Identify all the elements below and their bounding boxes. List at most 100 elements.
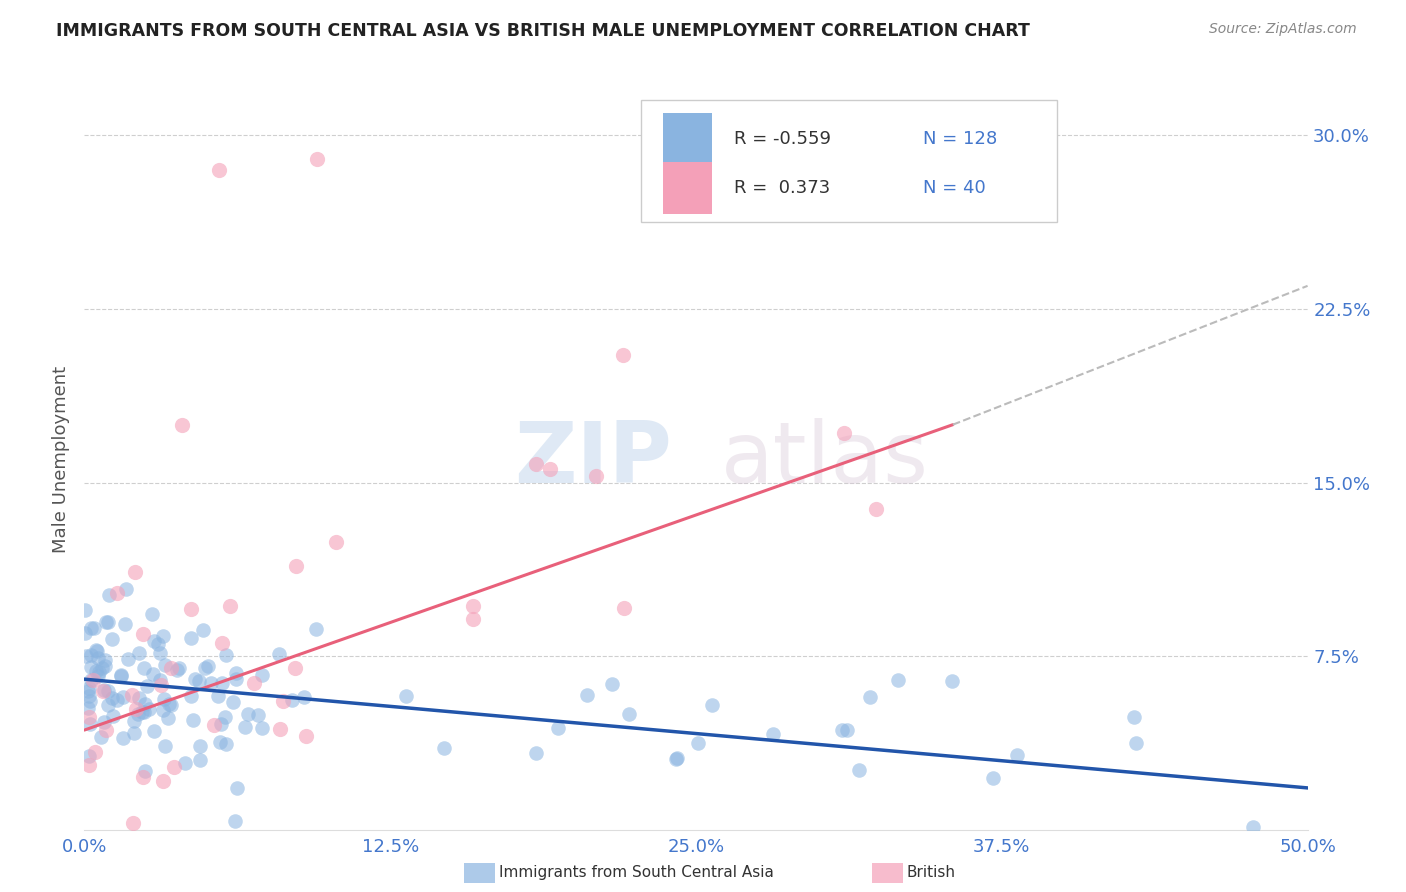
Point bbox=[98, 588, 121, 602]
Point bbox=[585, 469, 607, 483]
Point bbox=[149, 673, 172, 688]
Point bbox=[112, 690, 135, 704]
Point bbox=[141, 607, 163, 622]
Point bbox=[152, 703, 174, 717]
Point bbox=[612, 348, 634, 362]
Point bbox=[167, 661, 190, 675]
Point bbox=[149, 678, 172, 692]
Point bbox=[157, 711, 180, 725]
Point bbox=[159, 661, 181, 675]
Point bbox=[87, 651, 110, 665]
Point bbox=[86, 644, 108, 658]
Point bbox=[105, 693, 128, 707]
Point bbox=[131, 706, 153, 720]
Point bbox=[666, 751, 689, 765]
Point bbox=[121, 688, 143, 702]
Point bbox=[463, 612, 485, 626]
Point bbox=[97, 698, 120, 713]
Point bbox=[79, 717, 101, 731]
Point bbox=[209, 716, 232, 731]
Text: Immigrants from South Central Asia: Immigrants from South Central Asia bbox=[499, 865, 775, 880]
Point bbox=[200, 675, 222, 690]
Point bbox=[105, 586, 128, 600]
Text: British: British bbox=[907, 865, 956, 880]
Point bbox=[77, 690, 100, 704]
Point bbox=[188, 739, 211, 753]
Point bbox=[77, 710, 100, 724]
Point bbox=[225, 672, 247, 686]
Point bbox=[87, 665, 110, 679]
Point bbox=[124, 725, 146, 739]
Point bbox=[163, 760, 186, 774]
Point bbox=[665, 752, 688, 766]
Point bbox=[110, 668, 132, 682]
Point bbox=[86, 669, 108, 683]
Point bbox=[94, 723, 117, 737]
Point bbox=[91, 661, 114, 675]
Point bbox=[82, 673, 104, 687]
Point bbox=[134, 764, 156, 779]
Point bbox=[153, 692, 176, 706]
Point bbox=[172, 417, 194, 432]
Point bbox=[252, 668, 274, 682]
Point bbox=[77, 681, 100, 696]
Point bbox=[273, 694, 295, 708]
Point bbox=[183, 714, 205, 728]
Point bbox=[153, 739, 176, 753]
Point bbox=[617, 707, 640, 722]
Point bbox=[97, 615, 120, 630]
Point bbox=[524, 746, 547, 760]
Text: R = -0.559: R = -0.559 bbox=[734, 130, 831, 148]
Point bbox=[128, 691, 150, 706]
Point bbox=[73, 603, 96, 617]
Point bbox=[79, 621, 101, 635]
Point bbox=[114, 617, 136, 632]
Point bbox=[124, 565, 146, 579]
Point bbox=[93, 683, 115, 698]
Text: atlas: atlas bbox=[720, 417, 928, 501]
Point bbox=[865, 502, 887, 516]
Point bbox=[294, 729, 316, 743]
Point bbox=[80, 660, 103, 674]
Point bbox=[77, 748, 100, 763]
Point bbox=[75, 648, 97, 663]
Point bbox=[142, 666, 165, 681]
Point bbox=[524, 457, 547, 471]
Point bbox=[84, 664, 107, 678]
Point bbox=[547, 721, 569, 735]
Point bbox=[831, 723, 853, 738]
Text: N = 40: N = 40 bbox=[924, 179, 986, 197]
Point bbox=[180, 631, 202, 645]
Point bbox=[233, 720, 256, 734]
Point bbox=[152, 629, 174, 643]
Point bbox=[983, 772, 1005, 786]
Point bbox=[79, 648, 101, 662]
Point bbox=[100, 691, 122, 706]
Point bbox=[193, 623, 215, 637]
Point bbox=[79, 673, 101, 688]
Text: Source: ZipAtlas.com: Source: ZipAtlas.com bbox=[1209, 22, 1357, 37]
Point bbox=[194, 661, 217, 675]
Text: IMMIGRANTS FROM SOUTH CENTRAL ASIA VS BRITISH MALE UNEMPLOYMENT CORRELATION CHAR: IMMIGRANTS FROM SOUTH CENTRAL ASIA VS BR… bbox=[56, 22, 1031, 40]
Point bbox=[280, 692, 302, 706]
Point bbox=[127, 707, 149, 722]
Bar bbox=[664, 113, 711, 165]
Point bbox=[100, 632, 122, 646]
Point bbox=[77, 684, 100, 698]
Point bbox=[138, 702, 160, 716]
Point bbox=[103, 709, 125, 723]
Point bbox=[284, 558, 307, 573]
Point bbox=[214, 710, 236, 724]
Point bbox=[110, 668, 132, 682]
Point bbox=[575, 688, 598, 702]
Point bbox=[90, 730, 112, 744]
Point bbox=[224, 814, 246, 829]
Point bbox=[202, 717, 225, 731]
Point bbox=[115, 582, 138, 596]
Point bbox=[247, 708, 270, 723]
Point bbox=[1123, 710, 1146, 724]
Point bbox=[180, 689, 202, 703]
Point bbox=[97, 684, 120, 698]
Point bbox=[600, 677, 623, 691]
Point bbox=[122, 714, 145, 729]
